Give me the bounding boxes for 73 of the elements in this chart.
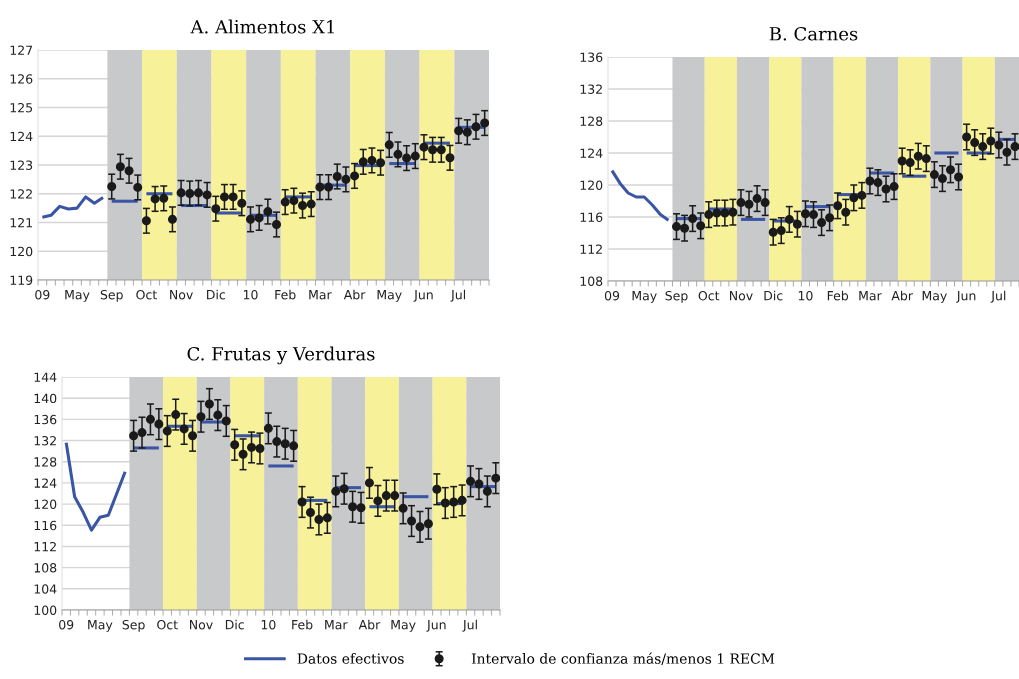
- legend-label: Datos efectivos: [297, 653, 404, 664]
- x-tick-label: 09: [604, 290, 620, 301]
- y-tick-label: 100: [34, 605, 57, 615]
- x-tick-label: Oct: [698, 290, 720, 301]
- y-tick-label: 121: [10, 217, 32, 228]
- x-tick-label: May: [922, 291, 947, 303]
- y-tick-label: 112: [580, 244, 602, 254]
- y-tick-label: 136: [34, 414, 57, 425]
- x-tick-label: May: [65, 290, 90, 302]
- x-tick-label: Sep: [100, 289, 123, 302]
- x-tick-label: Jun: [426, 620, 446, 632]
- x-tick-label: Jun: [956, 291, 976, 303]
- x-tick-label: Jul: [990, 290, 1006, 303]
- y-tick-label: 112: [34, 541, 56, 552]
- x-tick-label: Feb: [827, 290, 849, 301]
- x-tick-label: 09: [59, 619, 74, 630]
- x-tick-label: Mar: [309, 290, 332, 300]
- x-tick-label: Nov: [190, 620, 213, 630]
- y-tick-label: 128: [580, 116, 603, 126]
- y-tick-label: 132: [580, 84, 602, 94]
- x-tick-label: Feb: [275, 289, 296, 300]
- x-tick-label: May: [391, 620, 416, 632]
- y-tick-label: 104: [34, 584, 57, 594]
- y-tick-label: 132: [34, 436, 56, 446]
- x-tick-label: Dic: [207, 289, 226, 300]
- y-tick-label: 120: [34, 499, 57, 510]
- x-tick-label: Jul: [450, 289, 466, 302]
- y-tick-label: 120: [580, 180, 603, 190]
- y-tick-label: 136: [580, 52, 603, 62]
- y-tick-label: 125: [10, 102, 33, 113]
- x-tick-label: Feb: [292, 619, 313, 630]
- y-tick-label: 126: [10, 74, 33, 84]
- x-tick-label: Mar: [859, 291, 882, 301]
- x-tick-label: Dic: [764, 290, 783, 301]
- x-tick-label: Abr: [891, 290, 913, 301]
- y-tick-label: 128: [34, 457, 57, 467]
- x-tick-label: May: [632, 291, 657, 303]
- y-tick-label: 116: [34, 520, 57, 531]
- y-tick-label: 124: [580, 148, 603, 158]
- x-tick-label: 10: [798, 290, 813, 301]
- x-tick-label: Nov: [730, 291, 753, 301]
- y-tick-label: 123: [10, 160, 33, 170]
- y-tick-label: 127: [10, 45, 33, 55]
- chart-title: C. Frutas y Verduras: [187, 346, 375, 365]
- x-tick-label: Sep: [665, 290, 688, 303]
- x-tick-label: May: [377, 290, 402, 302]
- chart-title: B. Carnes: [769, 26, 858, 41]
- x-tick-label: Sep: [122, 619, 145, 632]
- x-tick-label: Mar: [325, 620, 348, 630]
- x-tick-label: May: [88, 620, 113, 632]
- x-tick-label: Jun: [413, 290, 433, 302]
- x-tick-label: Abr: [358, 619, 381, 630]
- x-tick-label: Nov: [170, 290, 193, 300]
- y-tick-label: 124: [10, 131, 33, 141]
- legend-label: Intervalo de confianza más/menos 1 RECM: [471, 652, 775, 665]
- x-tick-label: Oct: [157, 619, 178, 630]
- x-tick-label: 10: [243, 289, 258, 300]
- y-tick-label: 108: [580, 276, 603, 286]
- y-tick-label: 122: [10, 189, 32, 199]
- x-tick-label: Dic: [225, 619, 244, 630]
- y-tick-label: 108: [34, 563, 57, 573]
- x-tick-label: Oct: [136, 289, 157, 300]
- x-tick-label: 09: [35, 289, 50, 300]
- chart-title: A. Alimentos X1: [190, 19, 334, 34]
- y-tick-label: 124: [34, 478, 57, 488]
- y-tick-label: 144: [34, 372, 57, 382]
- x-tick-label: Abr: [343, 289, 366, 300]
- x-tick-label: 10: [261, 619, 276, 630]
- y-tick-label: 119: [10, 275, 33, 285]
- y-tick-label: 140: [34, 393, 57, 404]
- x-tick-label: Jul: [462, 619, 477, 632]
- y-tick-label: 116: [580, 212, 603, 222]
- y-tick-label: 120: [10, 246, 33, 257]
